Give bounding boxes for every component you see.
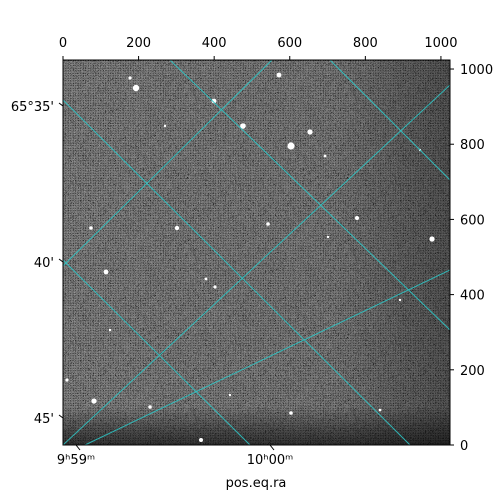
star-2: [240, 123, 246, 129]
grid-line-5: [63, 99, 411, 445]
star-10: [429, 236, 435, 242]
star-18: [289, 411, 293, 415]
star-14: [204, 277, 208, 281]
left-tick-2: [58, 414, 64, 419]
star-8: [266, 222, 270, 226]
top-tick-label-5: 1000: [424, 36, 457, 51]
right-tick-label-5: 1000: [460, 63, 493, 78]
left-tick-0: [58, 102, 64, 107]
grid-line-1: [63, 84, 450, 445]
top-tick-label-2: 400: [202, 36, 227, 51]
star-field: [65, 72, 435, 442]
grid-line-0: [63, 60, 273, 267]
left-dec-axis: 65°35' 40' 45': [11, 100, 64, 427]
right-tick-label-0: 0: [460, 439, 468, 454]
coordinate-grid: [63, 60, 450, 445]
grid-line-4: [169, 60, 450, 331]
star-24: [378, 408, 382, 412]
x-axis-title: pos.eq.ra: [226, 476, 287, 491]
star-26: [398, 298, 402, 302]
star-3: [287, 142, 295, 150]
right-tick-label-3: 600: [460, 213, 485, 228]
top-pixel-axis: 0 200 400 600 800 1000: [59, 36, 457, 60]
sky-shading-bottom: [63, 60, 450, 445]
star-15: [91, 398, 97, 404]
bottom-tick-1: [269, 444, 275, 451]
star-0: [132, 84, 140, 92]
star-23: [228, 393, 232, 397]
grid-line-7: [63, 259, 251, 445]
star-22: [326, 235, 330, 239]
left-tick-1: [58, 258, 64, 263]
grid-line-2: [84, 269, 450, 445]
bottom-ra-axis: 9ʰ59ᵐ 10ʰ00ᵐ: [57, 444, 293, 468]
bottom-tick-label-1: 10ʰ00ᵐ: [247, 453, 293, 468]
star-1: [211, 98, 217, 104]
grid-line-6: [329, 60, 450, 181]
left-tick-label-2: 45': [34, 412, 54, 427]
left-tick-label-1: 40': [34, 256, 54, 271]
star-19: [65, 378, 69, 382]
star-25: [108, 328, 112, 332]
sky-image: [63, 60, 450, 445]
star-7: [174, 225, 180, 231]
star-5: [276, 72, 282, 78]
right-pixel-axis: 0 200 400 600 800 1000: [450, 63, 493, 454]
star-6: [128, 76, 132, 80]
top-tick-label-4: 800: [353, 36, 378, 51]
top-tick-label-3: 600: [277, 36, 302, 51]
top-tick-label-1: 200: [126, 36, 151, 51]
right-tick-label-2: 400: [460, 289, 485, 304]
star-21: [163, 124, 167, 128]
bottom-tick-0: [75, 444, 81, 451]
star-16: [148, 405, 152, 409]
plot-frame: [62, 59, 451, 446]
top-tick-label-0: 0: [59, 36, 67, 51]
right-tick-label-4: 800: [460, 138, 485, 153]
right-tick-label-1: 200: [460, 364, 485, 379]
star-12: [89, 226, 93, 230]
left-tick-label-0: 65°35': [11, 100, 54, 115]
star-17: [199, 438, 203, 442]
bottom-tick-label-0: 9ʰ59ᵐ: [57, 453, 95, 468]
star-4: [307, 129, 313, 135]
star-11: [103, 269, 109, 275]
star-13: [213, 285, 217, 289]
star-9: [355, 216, 359, 220]
star-20: [323, 154, 327, 158]
